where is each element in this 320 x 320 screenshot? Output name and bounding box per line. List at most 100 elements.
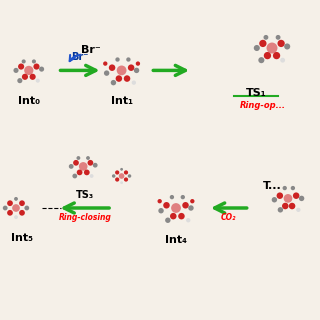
Circle shape: [170, 195, 174, 199]
Circle shape: [171, 203, 181, 213]
Text: TS₁: TS₁: [246, 88, 266, 98]
Circle shape: [119, 173, 124, 179]
Circle shape: [190, 199, 195, 204]
Circle shape: [88, 160, 93, 166]
Circle shape: [284, 194, 292, 203]
Circle shape: [115, 177, 119, 182]
Circle shape: [24, 206, 29, 211]
Circle shape: [14, 197, 18, 201]
Circle shape: [299, 196, 304, 201]
FancyArrowPatch shape: [60, 65, 96, 76]
Circle shape: [76, 156, 80, 160]
Circle shape: [277, 40, 285, 47]
Circle shape: [104, 70, 109, 76]
Circle shape: [170, 213, 177, 220]
Text: Int₅: Int₅: [12, 233, 33, 244]
Text: Int₄: Int₄: [165, 235, 187, 245]
Text: Br⁻: Br⁻: [71, 52, 89, 62]
Circle shape: [115, 57, 120, 62]
Circle shape: [276, 35, 281, 40]
Circle shape: [86, 156, 90, 160]
Circle shape: [124, 177, 128, 182]
Circle shape: [124, 170, 128, 175]
Text: CO₂: CO₂: [221, 213, 236, 222]
Text: T...: T...: [263, 180, 281, 191]
Circle shape: [17, 78, 22, 83]
Circle shape: [120, 168, 123, 171]
Circle shape: [180, 195, 185, 199]
Circle shape: [132, 80, 136, 85]
Text: Br⁻: Br⁻: [81, 44, 101, 55]
Circle shape: [280, 58, 285, 63]
Circle shape: [128, 64, 134, 71]
Circle shape: [188, 205, 194, 211]
Circle shape: [112, 174, 116, 178]
Circle shape: [126, 57, 131, 62]
Circle shape: [116, 75, 122, 82]
FancyArrowPatch shape: [153, 65, 185, 76]
Circle shape: [120, 181, 123, 184]
Circle shape: [272, 197, 277, 203]
Circle shape: [291, 186, 295, 190]
Circle shape: [93, 163, 98, 168]
Circle shape: [3, 206, 8, 211]
Text: TS₃: TS₃: [76, 190, 94, 200]
Circle shape: [258, 57, 264, 63]
Circle shape: [19, 210, 25, 216]
Circle shape: [90, 174, 93, 178]
Text: Ring-closing: Ring-closing: [58, 213, 111, 222]
Circle shape: [24, 66, 33, 75]
Circle shape: [69, 164, 74, 169]
Circle shape: [115, 170, 119, 175]
Circle shape: [18, 63, 24, 70]
Circle shape: [284, 44, 290, 50]
Text: Int₀: Int₀: [18, 96, 40, 106]
Circle shape: [259, 40, 267, 47]
Circle shape: [103, 61, 108, 66]
Circle shape: [73, 160, 79, 166]
Circle shape: [296, 208, 300, 212]
Circle shape: [182, 202, 189, 209]
Circle shape: [14, 215, 18, 219]
Circle shape: [77, 170, 83, 175]
Text: Int₁: Int₁: [111, 96, 132, 106]
Circle shape: [124, 75, 130, 82]
Circle shape: [13, 68, 19, 73]
Circle shape: [254, 45, 260, 51]
Text: Ring-op...: Ring-op...: [239, 101, 285, 110]
Circle shape: [117, 66, 126, 75]
Circle shape: [79, 162, 88, 171]
Circle shape: [136, 61, 140, 66]
Circle shape: [157, 199, 162, 204]
Circle shape: [111, 80, 116, 85]
Circle shape: [39, 67, 44, 72]
Circle shape: [128, 174, 131, 178]
Circle shape: [282, 203, 289, 209]
FancyArrowPatch shape: [70, 55, 80, 61]
FancyArrowPatch shape: [64, 203, 109, 213]
Circle shape: [36, 79, 40, 83]
Circle shape: [12, 204, 20, 212]
Circle shape: [7, 210, 13, 216]
Circle shape: [72, 173, 77, 179]
Circle shape: [273, 52, 280, 59]
Circle shape: [33, 63, 40, 70]
Circle shape: [267, 43, 277, 53]
Circle shape: [186, 218, 190, 222]
Circle shape: [134, 68, 139, 73]
Circle shape: [263, 35, 268, 40]
Circle shape: [178, 213, 185, 220]
Circle shape: [283, 186, 287, 190]
Circle shape: [165, 218, 171, 223]
Circle shape: [7, 200, 13, 206]
Circle shape: [276, 192, 283, 199]
Circle shape: [293, 192, 300, 199]
Circle shape: [22, 74, 28, 80]
Circle shape: [22, 60, 26, 63]
Circle shape: [32, 60, 36, 63]
Circle shape: [109, 64, 115, 71]
Circle shape: [29, 74, 36, 80]
FancyArrowPatch shape: [215, 203, 247, 213]
Circle shape: [84, 170, 90, 175]
Circle shape: [163, 202, 170, 209]
